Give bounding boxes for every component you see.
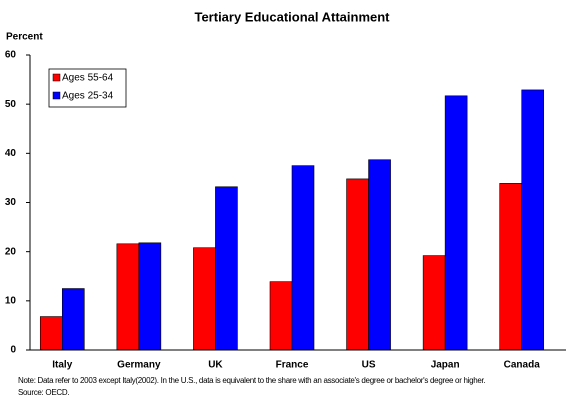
y-tick-label: 10 bbox=[5, 295, 17, 306]
bar bbox=[422, 255, 446, 351]
x-tick-label: France bbox=[276, 360, 309, 371]
legend-swatch bbox=[52, 73, 61, 82]
y-tick-label: 50 bbox=[5, 99, 17, 110]
bar bbox=[291, 165, 315, 351]
bar bbox=[346, 178, 369, 351]
bar bbox=[269, 281, 293, 351]
note: Note: Data refer to 2003 except Italy(20… bbox=[18, 376, 485, 385]
bar bbox=[499, 183, 523, 351]
x-tick-label: US bbox=[362, 360, 376, 371]
x-tick-label: UK bbox=[208, 360, 223, 371]
y-tick-label: 20 bbox=[5, 246, 17, 257]
legend-label: Ages 55-64 bbox=[62, 73, 114, 84]
y-tick-label: 60 bbox=[5, 50, 17, 61]
x-tick-label: Japan bbox=[431, 360, 460, 371]
bar bbox=[193, 247, 216, 351]
legend-swatch bbox=[52, 91, 61, 100]
y-tick-label: 30 bbox=[5, 197, 17, 208]
legend-label: Ages 25-34 bbox=[62, 91, 114, 102]
y-tick-label: 0 bbox=[10, 345, 16, 356]
note: Source: OECD. bbox=[18, 388, 69, 397]
bar bbox=[116, 243, 140, 351]
bar bbox=[368, 159, 391, 351]
x-tick-label: Italy bbox=[52, 360, 72, 371]
x-tick-label: Germany bbox=[117, 360, 161, 371]
y-tick-label: 40 bbox=[5, 148, 17, 159]
chart-title: Tertiary Educational Attainment bbox=[194, 9, 390, 24]
bar bbox=[39, 316, 63, 351]
y-axis-label: Percent bbox=[6, 32, 43, 43]
bar bbox=[444, 95, 468, 351]
legend-box bbox=[48, 68, 127, 108]
x-tick-label: Canada bbox=[504, 360, 541, 371]
bar bbox=[138, 242, 162, 351]
bar bbox=[61, 288, 85, 351]
bar bbox=[521, 89, 545, 351]
bar bbox=[215, 186, 238, 351]
